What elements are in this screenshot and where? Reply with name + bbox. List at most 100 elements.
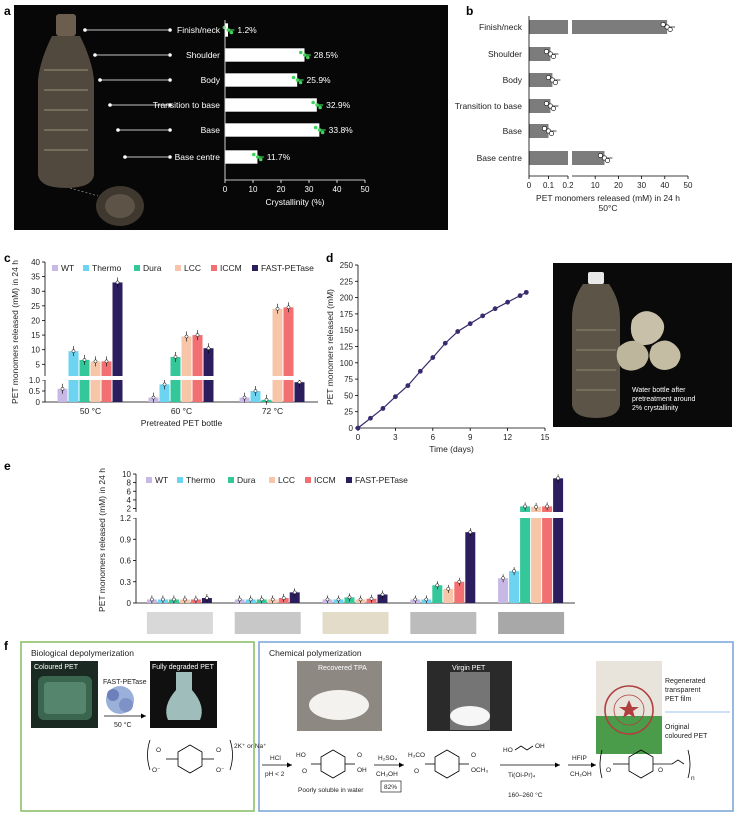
panel-d: d 0 25 50 75 100 125 150 175 200 225 250 0 3 6 9 12 15 Ti… [325,251,732,454]
y-tick-label-c-0: 0 [36,398,41,407]
value-label-transition-to-base: 32.9% [326,100,351,110]
bar-c-lcc-72-c [272,308,283,402]
tpa-oh: OH [357,767,367,774]
data-point-shoulder [306,55,310,60]
tpa-o-right: O [357,752,362,759]
data-point-base-centre [251,152,256,157]
virgin-pet-photo: Virgin PET [427,661,512,731]
h2so4-reagent: H₂SO₄ [378,755,398,762]
category-label-body: Body [201,75,221,85]
data-point-c-dura-60-c [173,355,178,359]
x-tick-label-a-40: 40 [333,185,342,194]
data-point-e-thermo-3 [336,597,341,602]
bar-c-fast-petase-50-c [112,282,123,402]
x-tick-label-b-10: 10 [591,181,600,190]
legend-label-e-thermo: Thermo [186,475,216,485]
legend-swatch-e-dura [228,477,234,483]
y-tick-label-e-0: 0 [127,599,132,608]
category-label-base: Base [201,125,221,135]
y-tick-label-c-40: 40 [31,258,40,267]
photo-caption-line-1: Water bottle after [632,387,686,394]
leader-end-finish-neck [168,28,172,32]
x-axis-title-c: Pretreated PET bottle [141,418,223,428]
methanol-reagent: CH₃OH [376,771,398,778]
data-point-d-2 [380,406,386,411]
x-tick-label-b-40: 40 [660,181,669,190]
data-point-transition-to-base [318,105,322,110]
data-point-e-lcc-5 [534,504,538,509]
data-point-c-lcc-60-c [184,334,189,339]
data-point-body [298,80,303,85]
photo-caption-line-3: 2% crystallinity [632,405,679,412]
data-point-base [313,125,318,130]
value-label-body: 25.9% [307,75,332,85]
data-point-body [295,78,300,82]
panel-d-line-chart: 0 25 50 75 100 125 150 175 200 225 250 0 3 6 9 12 15 Time… [325,261,550,454]
data-point-d-8 [455,329,461,334]
panel-e-label: e [4,459,11,473]
data-point-shoulder [299,50,303,55]
data-point-c-iccm-50-c [104,359,109,364]
tpa-o-left: O [302,768,307,775]
panel-c: c 0 0.5 1.0 5 10 15 20 25 30 35 40 PET monomers rel… [4,251,320,428]
catalyst: Ti(Oi-Pr)₄ [508,772,536,779]
coloured-pet-label: Coloured PET [34,664,79,671]
x-tick-label-b-30: 30 [637,181,646,190]
data-point-d-6 [430,355,436,360]
data-point-c-dura-72-c [264,397,269,402]
leader-dot-base [116,128,120,132]
counterion: 2K⁺ or Na⁺ [234,743,267,750]
category-label-finish-neck: Finish/neck [177,25,221,35]
legend-label-c-fast-petase: FAST-PETase [261,263,314,273]
coloured-pet-photo: Coloured PET [31,661,98,728]
y-axis-title-c: PET monomers released (mM) in 24 h [10,260,20,404]
panel-f: f Biological depolymerization Chemical p… [4,639,734,812]
y-tick-label-e-2: 2 [127,505,132,514]
panel-a-label: a [4,4,11,18]
category-label-base-centre: Base centre [175,152,221,162]
bar-c-iccm-50-c [101,361,112,402]
data-point-transition-to-base [311,100,315,105]
fully-degraded-label: Fully degraded PET [152,664,215,671]
legend-swatch-c-wt [52,265,58,271]
carboxylate-o-right-bottom: O⁻ [216,767,225,774]
data-point-e-iccm-3 [369,596,374,601]
bar-c-iccm-72-c [283,307,294,402]
dmt-h3co: H₃CO [408,752,425,759]
bar-b-base [529,124,549,138]
data-point-e-wt-4 [413,597,418,602]
panel-c-label: c [4,251,11,265]
data-point-b-transition-to-base [543,101,549,107]
data-point-c-lcc-50-c [93,359,98,364]
legend-swatch-e-fast-petase [346,477,352,483]
value-label-shoulder: 28.5% [314,50,339,60]
y-tick-label-c-10: 10 [31,346,40,355]
y-tick-label-e-0-9: 0.9 [120,535,132,544]
bar-b-transition-to-base [529,99,551,113]
bar-base [224,122,320,138]
data-point-b-shoulder [543,48,549,54]
legend-swatch-e-thermo [177,477,183,483]
legend-label-e-dura: Dura [237,475,256,485]
enzyme-structure: FAST-PETase 50 °C [103,679,147,729]
hcl-reagent: HCl [270,755,281,762]
data-point-finish-neck [222,25,227,30]
y-tick-label-d-250: 250 [340,261,354,270]
regenerated-line-3: PET film [665,696,691,703]
category-label-b-base: Base [503,126,523,136]
bar-e-iccm-4 [454,581,465,603]
data-point-transition-to-base [315,103,319,107]
panel-a: a Finish/neck 1.2% Shoulder 28.5% Body 25.9% T… [4,4,448,230]
y-tick-label-c-1-0: 1.0 [29,376,41,385]
data-point-b-base-centre [597,153,603,159]
data-point-d-1 [368,415,373,421]
data-point-e-thermo-5 [512,569,516,573]
x-axis-title-d: Time (days) [429,444,474,454]
y-tick-label-c-25: 25 [31,302,40,311]
data-point-b-shoulder [550,53,556,59]
bar-b-broken-base-centre [572,151,605,165]
data-point-b-base [548,131,554,137]
y-tick-label-d-75: 75 [344,375,353,384]
data-point-e-dura-1 [172,597,176,602]
bar-e-dura-5 [520,506,531,603]
